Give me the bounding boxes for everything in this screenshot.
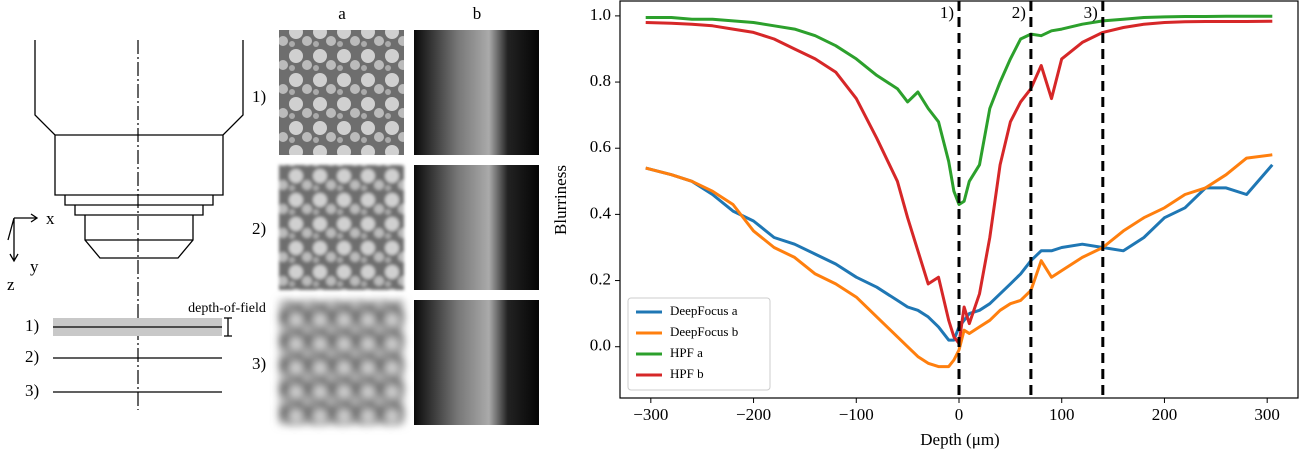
legend-label: HPF a [670, 345, 703, 360]
image [414, 300, 539, 425]
series-line [645, 19, 1273, 345]
plane-label: 1) [25, 316, 39, 335]
row-label: 3) [252, 354, 266, 373]
y-tick-label: 0.6 [590, 137, 611, 156]
axis-label: x [46, 209, 55, 228]
image [414, 30, 539, 155]
series-line [645, 163, 1274, 342]
y-tick-label: 0.8 [590, 71, 611, 90]
axis-label: z [7, 275, 15, 294]
y-axis-title: Blurriness [551, 165, 570, 235]
objective-diagram: x y z depth-of-field 1) 2) 3) [7, 40, 266, 410]
row-label: 1) [252, 87, 266, 106]
depth-bar [224, 317, 232, 337]
legend-label: DeepFocus b [670, 324, 738, 339]
image-grid: a b 1) 2) 3) [252, 4, 539, 425]
plane-label: 3) [25, 381, 39, 400]
row-label: 2) [252, 219, 266, 238]
y-tick-label: 1.0 [590, 5, 611, 24]
axes-arrows [7, 213, 39, 263]
x-tick-label: −300 [633, 405, 668, 424]
image [279, 165, 404, 290]
image [279, 300, 404, 425]
x-tick-label: 0 [955, 405, 964, 424]
axis-label: y [30, 257, 39, 276]
reference-label: 1) [940, 3, 954, 22]
column-label: a [338, 4, 346, 23]
series-line [645, 14, 1273, 206]
reference-label: 2) [1012, 3, 1026, 22]
plane-label: 2) [25, 347, 39, 366]
legend-label: HPF b [670, 366, 704, 381]
legend-label: DeepFocus a [670, 303, 738, 318]
image [279, 30, 404, 155]
plot-frame [619, 0, 1299, 399]
depth-of-field-label: depth-of-field [188, 301, 266, 316]
image [414, 165, 539, 290]
column-label: b [473, 4, 482, 23]
x-tick-label: −200 [736, 405, 771, 424]
y-tick-label: 0.4 [590, 203, 612, 222]
legend-box [627, 297, 771, 391]
x-axis-title: Depth (μm) [920, 430, 999, 449]
x-tick-label: 100 [1049, 405, 1075, 424]
reference-label: 3) [1084, 3, 1098, 22]
x-tick-label: 300 [1254, 405, 1280, 424]
objective-outline [34, 40, 244, 259]
series-line [645, 153, 1273, 369]
y-tick-label: 0.2 [590, 269, 611, 288]
x-tick-label: 200 [1152, 405, 1178, 424]
x-tick-label: −100 [839, 405, 874, 424]
y-tick-label: 0.0 [590, 336, 611, 355]
line-chart: Depth (μm) Blurriness −300 −200 −100 0 100 20… [551, 0, 1299, 449]
